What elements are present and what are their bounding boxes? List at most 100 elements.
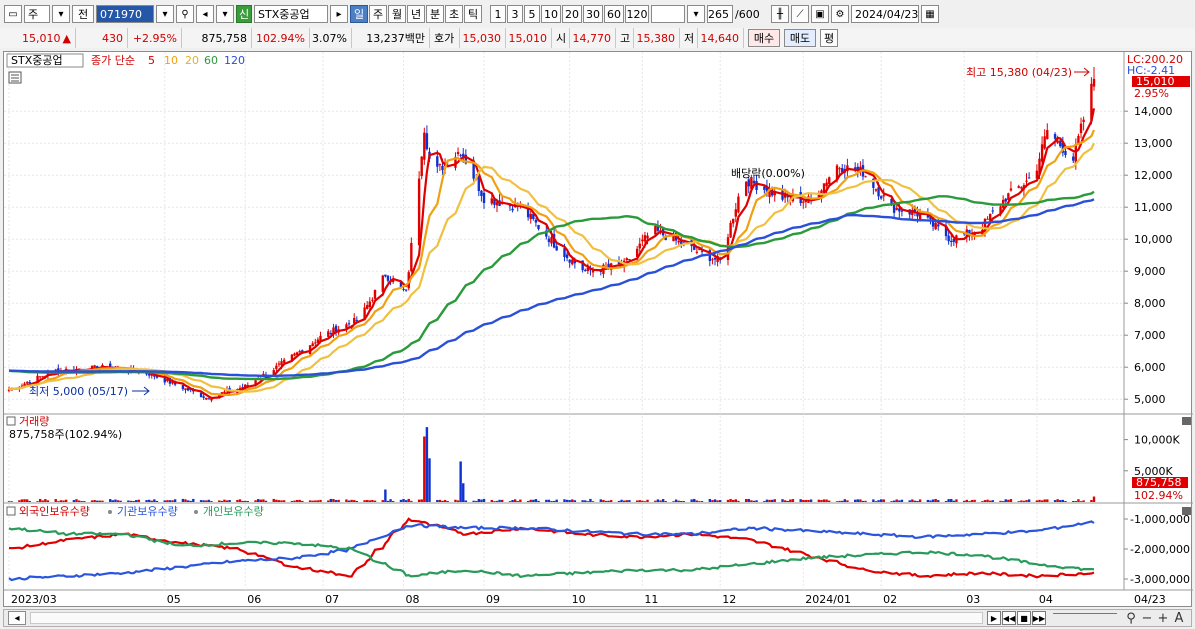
market-badge: 신 [236, 5, 252, 23]
save-icon[interactable]: ▣ [811, 5, 829, 23]
interval-20[interactable]: 20 [562, 5, 582, 23]
scroll-track[interactable] [30, 612, 983, 624]
scroll-left-icon[interactable]: ◂ [8, 611, 26, 625]
tab-tick[interactable]: 틱 [464, 5, 482, 23]
y-tick-label: 13,000 [1134, 137, 1173, 150]
ma5-line [8, 108, 1096, 400]
layout-icon[interactable]: ▭ [4, 5, 22, 23]
chart-area[interactable]: STX중공업 종가 단순 5 10 20 60 120 LC:200.20 HC… [3, 51, 1193, 608]
volume-bar [908, 500, 911, 502]
font-size-icon[interactable]: A [1174, 610, 1184, 626]
name-scroll-icon[interactable]: ▸ [330, 5, 348, 23]
candle-body [290, 354, 294, 361]
rewind-icon[interactable]: ◀◀ [1002, 611, 1016, 625]
volume-bar [46, 500, 50, 502]
volume-bar [677, 500, 680, 502]
stock-code-input[interactable]: 071970 [96, 5, 154, 23]
avg-button[interactable]: 평 [820, 29, 838, 47]
lc-value: LC:200.20 [1127, 53, 1183, 66]
holdings-collapse-icon[interactable] [6, 506, 16, 516]
interval-60[interactable]: 60 [604, 5, 624, 23]
stop-icon[interactable]: ■ [1017, 611, 1031, 625]
draw-tool-icon[interactable]: ⟋ [791, 5, 809, 23]
zoom-search-icon[interactable]: ⚲ [1126, 610, 1136, 626]
tab-year[interactable]: 년 [407, 5, 425, 23]
candle-body [46, 372, 50, 377]
tab-day[interactable]: 일 [350, 5, 368, 23]
interval-30[interactable]: 30 [583, 5, 603, 23]
grid-toggle-glyph [11, 74, 19, 82]
sell-button[interactable]: 매도 [784, 29, 816, 47]
chevron-down-icon[interactable]: ▾ [52, 5, 70, 23]
chevron-down-icon[interactable]: ▾ [216, 5, 234, 23]
holdings-close-icon[interactable] [1182, 507, 1191, 515]
volume-bar [547, 499, 551, 502]
candle-body [511, 208, 514, 211]
code-dropdown-icon[interactable]: ▾ [156, 5, 174, 23]
interval-10[interactable]: 10 [541, 5, 561, 23]
volume-bar [809, 499, 813, 502]
candle-body [1053, 134, 1057, 139]
candle-body [368, 301, 372, 308]
week-selector[interactable]: 주 [24, 5, 50, 23]
zoom-out-icon[interactable]: − [1141, 610, 1153, 626]
custom-interval-input[interactable] [651, 5, 685, 23]
candle-body [900, 210, 904, 212]
candle-body [332, 327, 335, 335]
volume-bar [145, 500, 148, 502]
candle-body [750, 177, 753, 189]
volume-bar [438, 499, 442, 502]
volume-bar [456, 500, 460, 502]
tab-month[interactable]: 월 [388, 5, 406, 23]
chevron-down-icon[interactable]: ▾ [687, 5, 705, 23]
candle-body [589, 269, 592, 271]
interval-3[interactable]: 3 [507, 5, 523, 23]
zoom-slider[interactable] [1053, 613, 1117, 623]
date-input[interactable]: 2024/04/23 [851, 5, 919, 23]
volume-bar [770, 499, 774, 502]
count-input[interactable]: 265 [707, 5, 733, 23]
volume-bar [861, 500, 865, 502]
volume-bar [1035, 500, 1039, 502]
ma60-line [8, 190, 1095, 381]
search-icon[interactable]: ⚲ [176, 5, 194, 23]
volume-close-icon[interactable] [1182, 417, 1191, 425]
interval-1[interactable]: 1 [490, 5, 506, 23]
volume-bar [607, 500, 610, 502]
volume-bar [436, 499, 439, 502]
buy-button[interactable]: 매수 [748, 29, 780, 47]
volume-bar [638, 500, 641, 502]
tab-second[interactable]: 초 [445, 5, 463, 23]
volume-bar [202, 500, 205, 502]
volume-bar [186, 500, 190, 502]
candle-body [768, 189, 771, 197]
chart-canvas[interactable]: STX중공업 종가 단순 5 10 20 60 120 LC:200.20 HC… [4, 52, 1193, 608]
prev-button[interactable]: 전 [72, 5, 94, 23]
volume-bar [129, 500, 133, 502]
tab-week[interactable]: 주 [369, 5, 387, 23]
fast-forward-icon[interactable]: ▶▶ [1032, 611, 1046, 625]
volume-collapse-icon[interactable] [6, 416, 16, 426]
scroll-right-icon[interactable]: ▶ [987, 611, 1001, 625]
interval-120[interactable]: 120 [625, 5, 649, 23]
low-arrow-icon [132, 386, 150, 396]
volume-bar [347, 500, 351, 502]
tab-minute[interactable]: 분 [426, 5, 444, 23]
volume-bar [690, 499, 693, 502]
speaker-icon[interactable]: ◂ [196, 5, 214, 23]
zoom-in-icon[interactable]: + [1157, 610, 1169, 626]
candle-body [713, 257, 717, 260]
volume-bar [731, 500, 735, 502]
x-tick-label: 07 [325, 593, 339, 606]
volume-bar [872, 499, 875, 502]
volume-bar [568, 500, 571, 502]
calendar-icon[interactable]: ▦ [921, 5, 939, 23]
gear-icon[interactable]: ⚙ [831, 5, 849, 23]
y-tick-label: 9,000 [1134, 265, 1166, 278]
volume-bar [783, 500, 787, 502]
candle-type-icon[interactable]: ╫ [771, 5, 789, 23]
candle-body [334, 325, 338, 333]
interval-5[interactable]: 5 [524, 5, 540, 23]
volume-bar [207, 499, 211, 502]
x-tick-label: 05 [167, 593, 181, 606]
